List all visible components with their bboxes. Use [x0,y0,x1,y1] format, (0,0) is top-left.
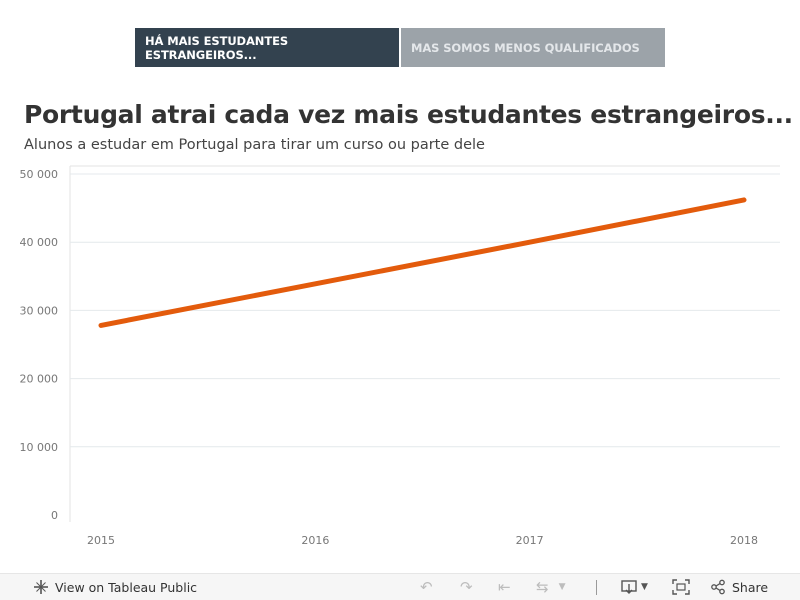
download-icon [621,580,637,594]
revert-icon: ⇤ [498,577,511,596]
fullscreen-icon [672,579,690,595]
y-tick-label: 0 [51,509,58,522]
x-tick-label: 2018 [730,534,758,547]
chart-subtitle: Alunos a estudar em Portugal para tirar … [24,137,485,153]
toolbar-divider [596,580,597,595]
line-chart: 0 10 000 20 000 30 000 40 000 50 000 2015 2016… [20,165,780,547]
download-button[interactable]: ▼ [621,574,648,600]
chart-title: Portugal atrai cada vez mais estudantes … [24,100,793,129]
y-tick-label: 50 000 [20,168,59,181]
view-on-tableau-label: View on Tableau Public [55,579,198,595]
x-tick-label: 2015 [87,534,115,547]
undo-icon: ↶ [420,577,433,596]
redo-icon: ↷ [460,577,473,596]
series-lines [98,197,747,328]
x-axis: 2015 2016 2017 2018 [87,534,758,547]
share-icon [711,579,725,595]
redo-button[interactable]: ↷ [460,574,473,600]
y-tick-label: 40 000 [20,236,59,249]
chevron-down-icon: ▼ [641,581,648,592]
story-tabs: HÁ MAIS ESTUDANTES ESTRANGEIROS... MAS S… [135,28,665,67]
revert-button[interactable]: ⇤ [498,574,511,600]
share-button[interactable]: Share [710,574,768,600]
y-tick-label: 30 000 [20,304,59,317]
undo-button[interactable]: ↶ [420,574,433,600]
share-label: Share [732,579,769,595]
x-tick-label: 2016 [301,534,329,547]
tab-label: MAS SOMOS MENOS QUALIFICADOS [411,40,640,55]
y-tick-label: 20 000 [20,373,59,386]
x-tick-label: 2017 [516,534,544,547]
chevron-down-icon: ▼ [558,581,566,592]
tab-menos-qualificados[interactable]: MAS SOMOS MENOS QUALIFICADOS [401,28,665,67]
tab-estudantes-estrangeiros[interactable]: HÁ MAIS ESTUDANTES ESTRANGEIROS... [135,28,399,67]
gridlines [69,165,780,522]
y-tick-label: 10 000 [20,441,59,454]
series-line[interactable] [98,197,747,328]
tableau-toolbar: View on Tableau Public ↶ ↷ ⇤ ⇆ ▼ ▼ [0,573,800,600]
refresh-icon: ⇆ [536,577,549,596]
tab-label: HÁ MAIS ESTUDANTES ESTRANGEIROS... [145,33,289,62]
view-on-tableau-link[interactable]: View on Tableau Public [33,574,197,600]
refresh-button[interactable]: ⇆ ▼ [536,574,566,600]
fullscreen-button[interactable] [672,574,690,600]
tableau-plus-icon [34,580,48,594]
y-axis: 0 10 000 20 000 30 000 40 000 50 000 [20,168,59,522]
